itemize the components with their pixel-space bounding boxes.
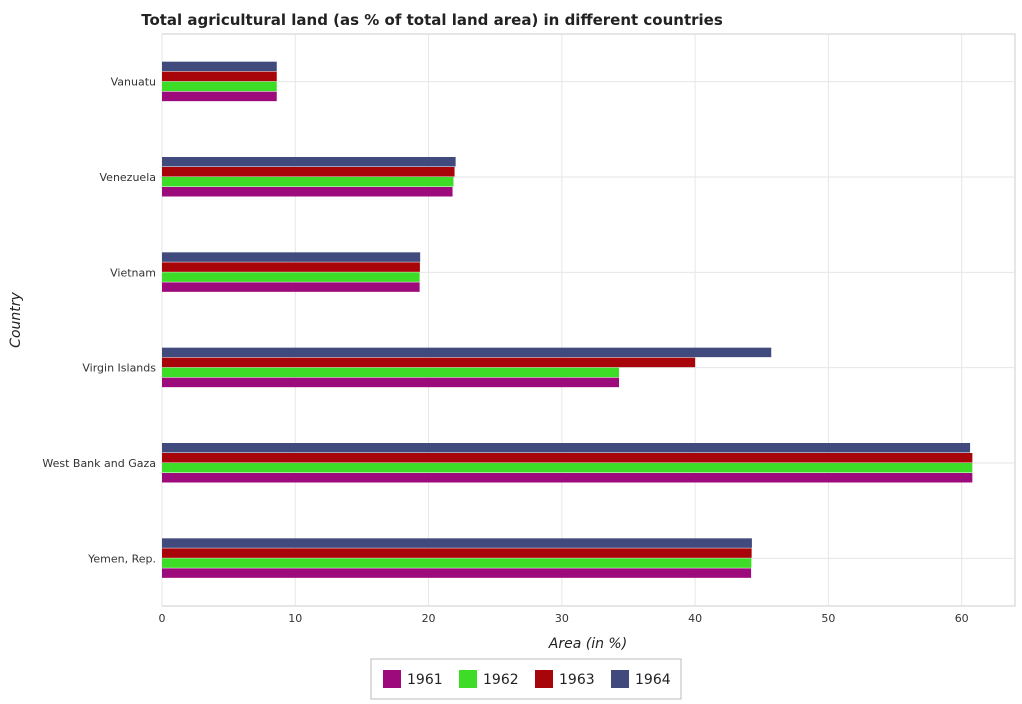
y-tick-label: West Bank and Gaza [42, 457, 156, 470]
bar-1961-vanuatu [162, 91, 277, 102]
bar-1964-venezuela [162, 157, 456, 167]
bar-1963-venezuela [162, 167, 455, 177]
chart-title: Total agricultural land (as % of total l… [141, 11, 723, 29]
bar-1962-west-bank-and-gaza [162, 463, 973, 473]
y-tick-labels: Vanuatu Venezuela Vietnam Virgin Islands Wes… [42, 76, 156, 566]
bar-1961-vietnam [162, 282, 420, 292]
y-tick-label: Yemen, Rep. [87, 552, 156, 565]
plot-area [161, 33, 1016, 607]
legend-swatch [611, 670, 629, 688]
x-tick-label: 40 [688, 612, 702, 625]
legend-label: 1961 [407, 672, 443, 688]
bar-1961-west-bank-and-gaza [162, 473, 973, 483]
legend-box [370, 658, 682, 700]
x-tick-label: 30 [555, 612, 569, 625]
y-tick-label: Vanuatu [111, 76, 156, 89]
x-tick-label: 60 [955, 612, 969, 625]
bar-1964-virgin-islands [162, 347, 772, 358]
legend-swatch [459, 670, 477, 688]
bar-1964-vanuatu [162, 61, 277, 72]
bar-1963-virgin-islands [162, 357, 696, 368]
y-tick-label: Venezuela [100, 171, 157, 184]
bar-1962-virgin-islands [162, 367, 620, 378]
bar-1962-venezuela [162, 177, 454, 187]
x-tick-label: 10 [288, 612, 302, 625]
bar-1962-vanuatu [162, 81, 277, 92]
bar-1961-virgin-islands [162, 377, 620, 388]
legend-label: 1963 [559, 672, 595, 688]
legend-label: 1964 [635, 672, 671, 688]
y-tick-label: Vietnam [110, 266, 156, 279]
legend-swatch [535, 670, 553, 688]
bar-1963-vietnam [162, 262, 420, 272]
bar-1962-yemen-rep- [162, 558, 752, 568]
y-axis-title: Country [8, 291, 24, 347]
bar-1963-west-bank-and-gaza [162, 453, 973, 463]
x-tick-label: 0 [159, 612, 166, 625]
x-tick-label: 20 [422, 612, 436, 625]
bar-1964-yemen-rep- [162, 538, 752, 548]
bar-1963-yemen-rep- [162, 548, 752, 558]
bars [162, 61, 973, 578]
x-axis-title: Area (in %) [548, 636, 627, 652]
bar-1962-vietnam [162, 272, 420, 282]
y-tick-label: Virgin Islands [82, 362, 156, 375]
x-tick-labels: 0 10 20 30 40 50 60 [159, 612, 969, 625]
legend-swatch [383, 670, 401, 688]
bar-1961-venezuela [162, 187, 453, 197]
legend: 1961 1962 1963 1964 [370, 658, 682, 700]
legend-label: 1962 [483, 672, 519, 688]
bar-1963-vanuatu [162, 71, 277, 82]
x-tick-label: 50 [821, 612, 835, 625]
bar-1961-yemen-rep- [162, 568, 752, 578]
bar-1964-vietnam [162, 252, 421, 262]
bar-1964-west-bank-and-gaza [162, 443, 971, 453]
